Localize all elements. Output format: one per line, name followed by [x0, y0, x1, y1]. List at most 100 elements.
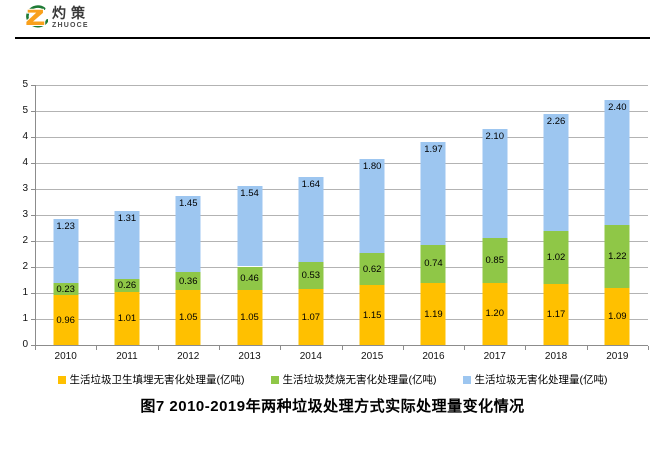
bar-segment: 2.10 — [482, 129, 508, 239]
grid-line — [35, 189, 648, 190]
bar-segment: 0.74 — [420, 244, 446, 284]
bar-2017: 1.20 0.85 2.10 — [464, 85, 525, 345]
bar-segment: 1.23 — [53, 219, 79, 284]
x-tick-label: 2019 — [606, 351, 629, 362]
grid-line — [35, 215, 648, 216]
legend-swatch — [270, 375, 279, 384]
y-tick-label: 1 — [22, 287, 28, 298]
value-label: 1.54 — [240, 188, 259, 200]
y-axis-tick — [31, 111, 35, 112]
value-label: 1.07 — [301, 311, 321, 323]
grid-line — [35, 85, 648, 86]
x-axis-tick — [158, 346, 159, 350]
bar-segment: 1.15 — [359, 285, 385, 345]
bar-segment: 1.31 — [114, 210, 140, 279]
header-divider — [15, 37, 650, 39]
bar-2013: 1.05 0.46 1.54 — [219, 85, 280, 345]
legend-item: 生活垃圾无害化处理量(亿吨) — [462, 372, 608, 387]
value-label: 1.17 — [546, 309, 566, 321]
value-label: 1.20 — [485, 308, 504, 320]
logo-text-en: ZHUOCE — [52, 22, 89, 29]
y-axis-tick — [31, 319, 35, 320]
x-tick-label: 2010 — [54, 351, 77, 362]
value-label: 0.36 — [178, 275, 198, 287]
y-axis-tick — [31, 137, 35, 138]
bar-segment: 1.05 — [237, 290, 263, 345]
bar-segment: 0.36 — [175, 271, 201, 291]
grid-line — [35, 137, 648, 138]
bar-segment: 1.97 — [420, 142, 446, 245]
bar-segment: 1.07 — [298, 289, 324, 345]
chart-title: 图7 2010-2019年两种垃圾处理方式实际处理量变化情况 — [140, 398, 525, 415]
value-label: 0.62 — [362, 263, 382, 275]
value-label: 1.01 — [117, 313, 137, 325]
legend-swatch — [462, 375, 471, 384]
grid-line — [35, 267, 648, 268]
x-axis-tick — [342, 346, 343, 350]
bar-2016: 1.19 0.74 1.97 — [403, 85, 464, 345]
x-axis-tick — [648, 346, 649, 350]
bar-segment: 0.62 — [359, 252, 385, 286]
x-axis-tick — [464, 346, 465, 350]
x-tick-label: 2012 — [177, 351, 200, 362]
grid-line — [35, 293, 648, 294]
x-axis — [35, 345, 648, 346]
bar-2010: 0.96 0.23 1.23 — [35, 85, 96, 345]
bar-segment: 0.85 — [482, 238, 508, 283]
y-tick-label: 1 — [22, 313, 28, 324]
value-label: 1.45 — [178, 198, 198, 210]
value-label: 1.02 — [546, 252, 566, 264]
value-label: 1.97 — [424, 144, 443, 156]
value-label: 1.05 — [240, 312, 259, 324]
y-tick-label: 4 — [22, 157, 28, 168]
value-label: 2.10 — [485, 131, 504, 143]
value-label: 0.23 — [56, 283, 75, 295]
y-tick-label: 5 — [22, 79, 28, 90]
bar-segment: 1.05 — [175, 290, 201, 345]
value-label: 1.80 — [362, 161, 382, 173]
y-axis-tick — [31, 85, 35, 86]
bar-2018: 1.17 1.02 2.26 — [525, 85, 586, 345]
value-label: 1.22 — [608, 251, 627, 263]
value-label: 2.40 — [608, 102, 627, 114]
grid-line — [35, 111, 648, 112]
value-label: 1.15 — [362, 309, 382, 321]
legend: 生活垃圾卫生填埋无害化处理量(亿吨) 生活垃圾焚烧无害化处理量(亿吨) 生活垃圾无害… — [0, 372, 665, 387]
bar-2011: 1.01 0.26 1.31 — [96, 85, 157, 345]
value-label: 1.09 — [608, 311, 627, 323]
logo-text-zh: 灼策 — [52, 5, 90, 21]
value-label: 1.64 — [301, 178, 321, 190]
legend-label: 生活垃圾无害化处理量(亿吨) — [474, 374, 608, 386]
x-tick-label: 2015 — [361, 351, 384, 362]
x-axis-tick — [35, 346, 36, 350]
y-tick-label: 4 — [22, 131, 28, 142]
y-axis-tick — [31, 241, 35, 242]
y-axis-tick — [31, 215, 35, 216]
y-tick-label: 3 — [22, 209, 28, 220]
x-axis-tick — [525, 346, 526, 350]
bar-segment: 1.80 — [359, 159, 385, 253]
value-label: 0.96 — [56, 314, 75, 326]
bar-2012: 1.05 0.36 1.45 — [158, 85, 219, 345]
z-swoosh-icon — [25, 5, 48, 28]
grid-line — [35, 319, 648, 320]
y-axis-tick — [31, 189, 35, 190]
x-tick-label: 2018 — [544, 351, 568, 362]
value-label: 1.23 — [56, 221, 75, 233]
bar-segment: 0.96 — [53, 295, 79, 345]
legend-label: 生活垃圾焚烧无害化处理量(亿吨) — [282, 374, 437, 386]
y-tick-label: 0 — [22, 339, 28, 350]
x-tick-label: 2016 — [422, 351, 445, 362]
plot-area: 0.96 0.23 1.23 1.01 0.26 1.31 1.05 0.36 1.45 1.05… — [35, 85, 648, 345]
bar-segment: 1.22 — [604, 224, 630, 289]
x-tick-label: 2017 — [483, 351, 506, 362]
bar-2019: 1.09 1.22 2.40 — [587, 85, 648, 345]
bar-segment: 0.26 — [114, 278, 140, 293]
bar-segment: 0.53 — [298, 261, 324, 290]
bar-segment: 1.19 — [420, 283, 446, 345]
y-axis-tick — [31, 267, 35, 268]
bar-segment: 1.09 — [604, 288, 630, 345]
value-label: 1.19 — [424, 308, 443, 320]
